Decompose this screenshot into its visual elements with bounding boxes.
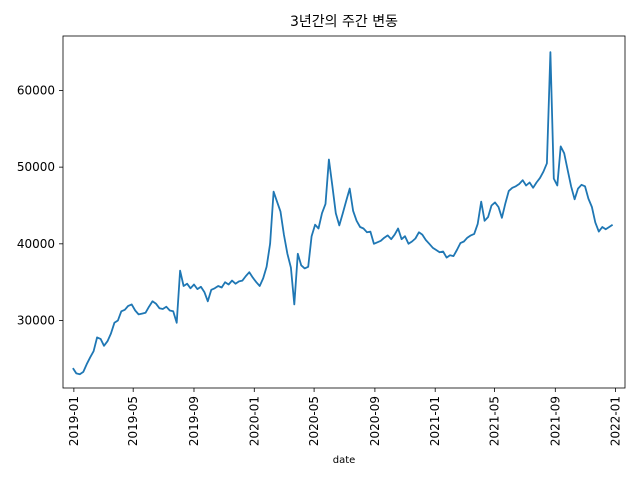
y-tick-label: 40000 (17, 237, 55, 251)
x-tick-label: 2021-01 (428, 396, 442, 446)
x-tick-label: 2020-09 (368, 396, 382, 446)
y-tick-label: 60000 (17, 83, 55, 97)
y-tick-label: 30000 (17, 314, 55, 328)
plot-area (62, 35, 626, 389)
x-tick-label: 2021-05 (488, 396, 502, 446)
x-tick-label: 2019-01 (67, 396, 81, 446)
axes-frame (62, 35, 626, 389)
x-tick-label: 2019-05 (126, 396, 140, 446)
x-tick-label: 2020-01 (247, 396, 261, 446)
chart-title: 3년간의 주간 변동 (290, 14, 398, 30)
x-tick-label: 2021-09 (548, 396, 562, 446)
x-axis-label: date (333, 455, 356, 466)
y-tick-label: 50000 (17, 160, 55, 174)
y-axis: 30000 40000 50000 60000 (17, 83, 63, 328)
x-axis: 2019-01 2019-05 2019-09 2020-01 2020-05 2020-… (67, 388, 623, 446)
x-tick-label: 2022-01 (609, 396, 623, 446)
series-line (72, 51, 614, 376)
x-tick-label: 2019-09 (187, 396, 201, 446)
x-tick-label: 2020-05 (307, 396, 321, 446)
